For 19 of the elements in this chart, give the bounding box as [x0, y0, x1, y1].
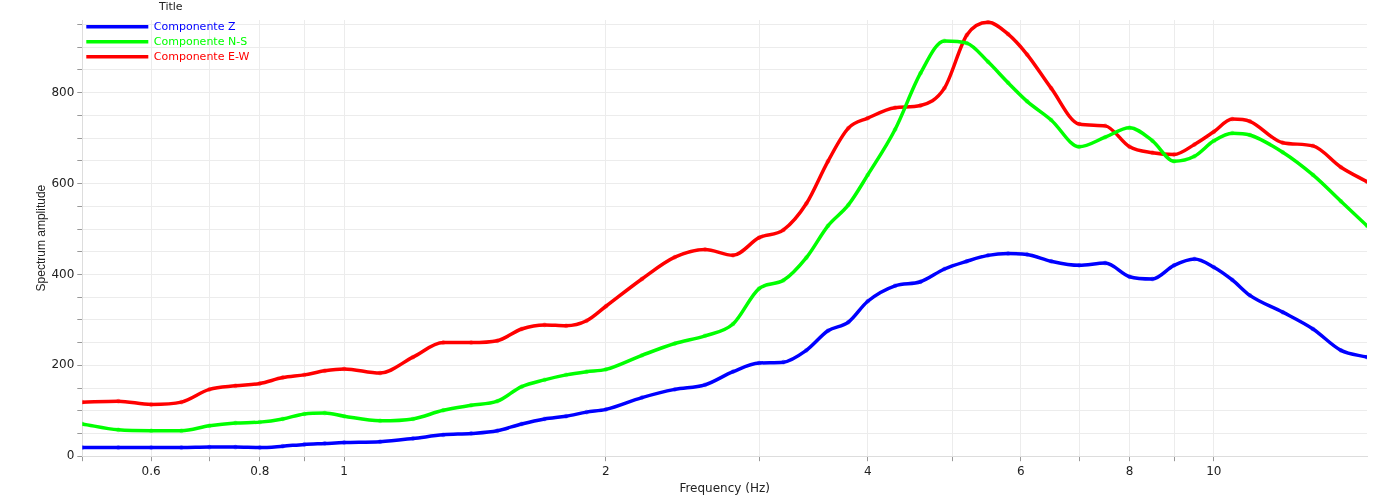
legend-title: Title — [158, 0, 183, 14]
x-tick-label: 2 — [602, 463, 610, 478]
text: Componente Z — [153, 19, 236, 33]
y-axis-title: Spectrum amplitude — [33, 184, 48, 292]
y-tick-label: 0 — [66, 448, 75, 463]
x-tick-label: 10 — [1206, 463, 1222, 478]
x-tick-label: 0.6 — [141, 463, 161, 478]
text: Componente E-W — [153, 49, 250, 63]
x-tick-label: 8 — [1125, 463, 1134, 478]
y-tick-label: 600 — [51, 175, 75, 190]
x-tick-label: 0.8 — [250, 463, 270, 478]
y-tick-label: 400 — [51, 266, 75, 281]
text: Componente N-S — [153, 34, 248, 48]
y-tick-label: 800 — [51, 84, 75, 99]
x-tick-label: 1 — [340, 463, 348, 478]
x-axis-title: Frequency (Hz) — [679, 480, 770, 495]
y-tick-label: 200 — [51, 357, 75, 372]
x-tick-label: 4 — [863, 463, 872, 478]
x-tick-label: 6 — [1017, 463, 1025, 478]
